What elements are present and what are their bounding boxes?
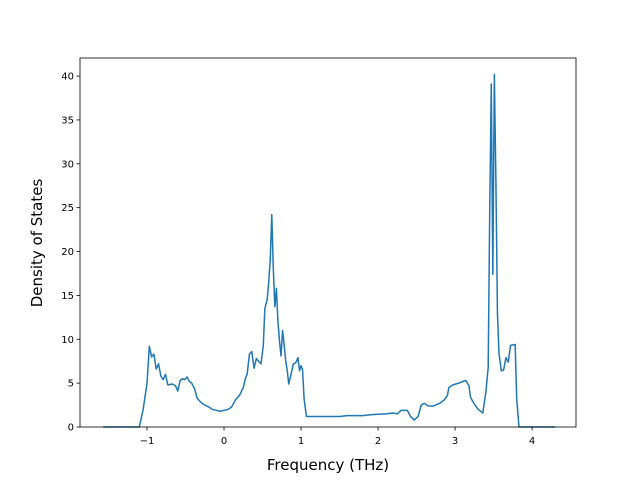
- x-tick-label: 2: [375, 436, 381, 447]
- y-tick-label: 15: [61, 291, 74, 302]
- y-tick-label: 25: [61, 203, 74, 214]
- y-tick-label: 5: [68, 379, 74, 390]
- plot-frame: [79, 57, 577, 428]
- y-tick-label: 10: [61, 335, 74, 346]
- y-tick-label: 0: [68, 423, 74, 434]
- y-tick-label: 20: [61, 247, 74, 258]
- data-line: [103, 73, 556, 428]
- x-tick-label: 0: [221, 436, 227, 447]
- x-axis-label: Frequency (THz): [267, 456, 389, 474]
- y-axis-label: Density of States: [28, 179, 46, 308]
- x-tick-label: 1: [298, 436, 304, 447]
- y-tick-label: 30: [61, 159, 74, 170]
- x-tick-label: −1: [140, 436, 155, 447]
- y-tick-label: 35: [61, 115, 74, 126]
- x-tick-label: 4: [529, 436, 535, 447]
- x-tick-label: 3: [452, 436, 458, 447]
- y-tick-label: 40: [61, 72, 74, 83]
